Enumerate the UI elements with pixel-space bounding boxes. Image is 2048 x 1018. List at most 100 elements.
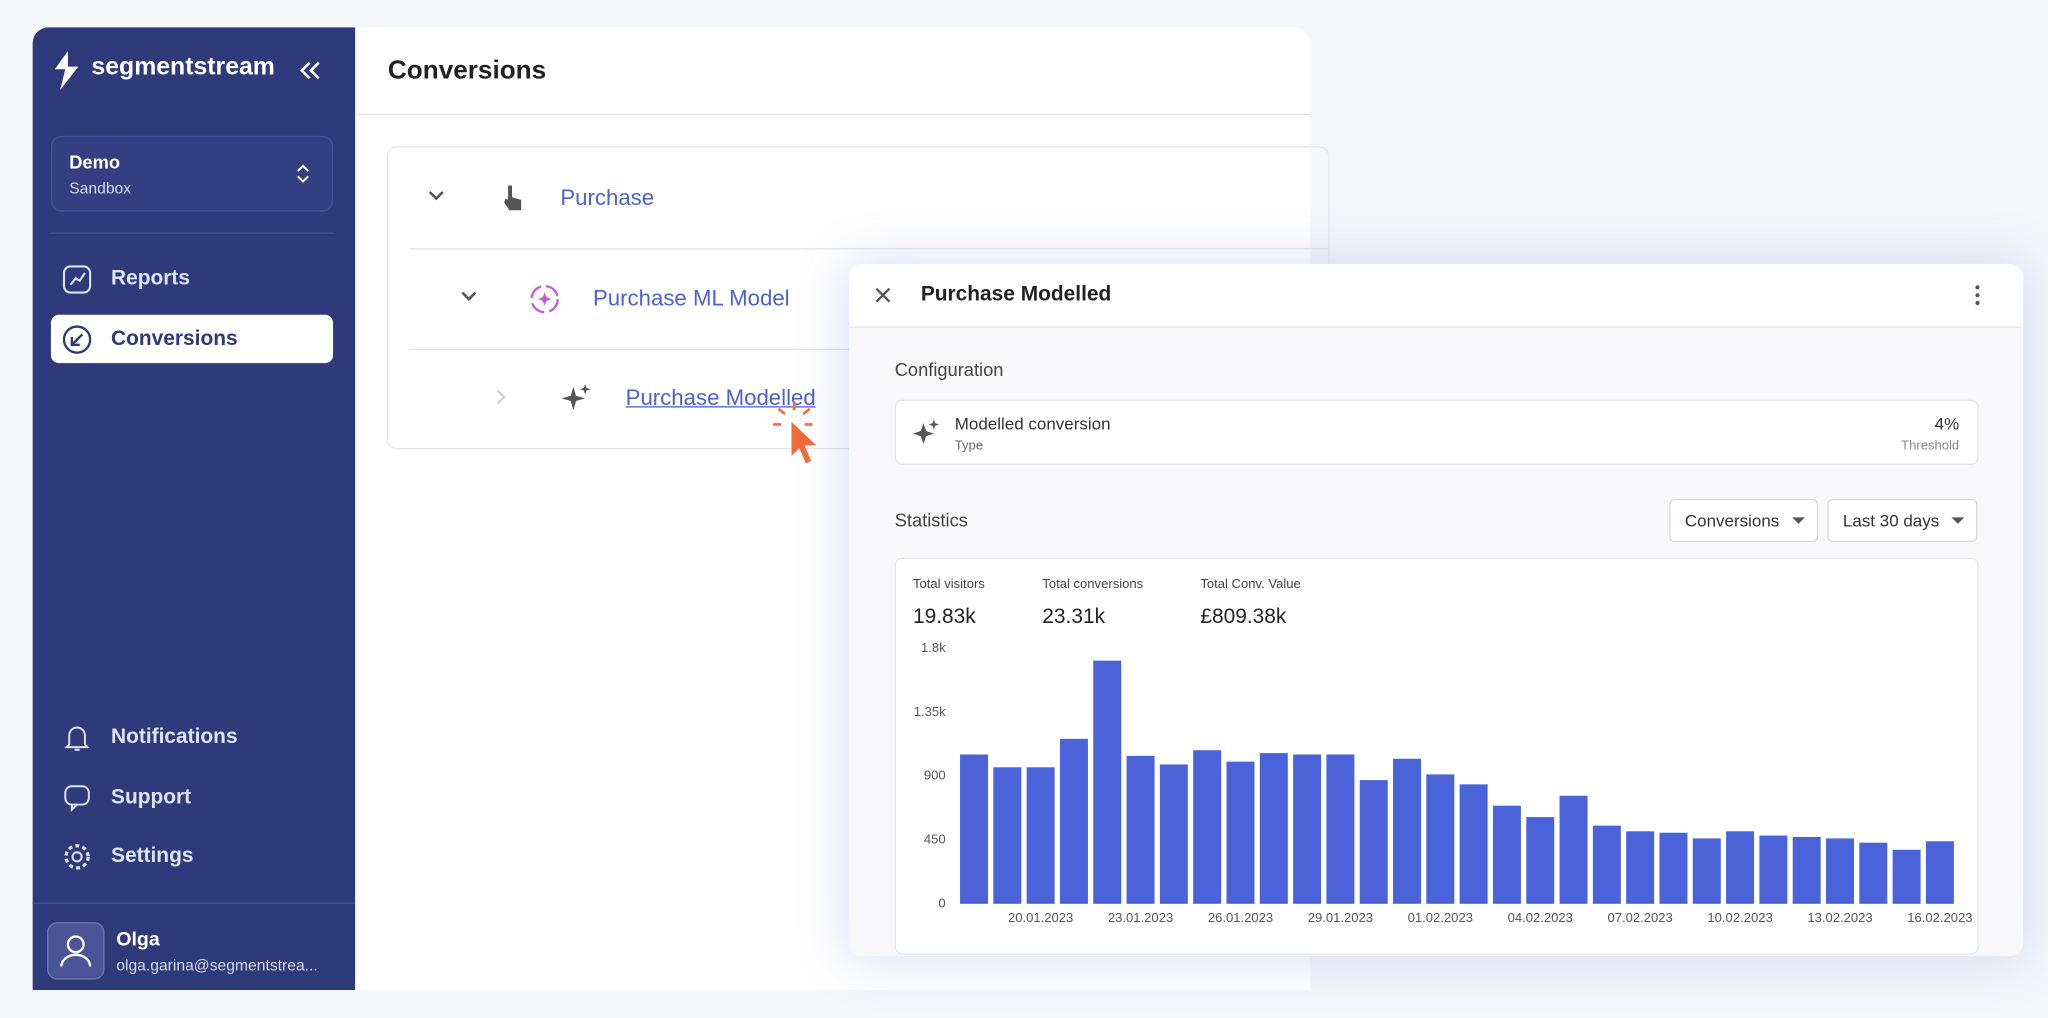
tree-item[interactable]: Purchase ML Model <box>592 286 790 311</box>
section-heading: Statistics <box>894 509 968 531</box>
icon <box>64 844 90 870</box>
collapse-button[interactable] <box>298 60 322 81</box>
bar <box>1193 750 1222 904</box>
workspace-env: Sandbox <box>69 178 132 198</box>
bar <box>1326 754 1355 904</box>
x-tick-label: 07.02.2023 <box>1608 910 1673 925</box>
x-tick-label: 23.01.2023 <box>1108 910 1173 925</box>
caret <box>1791 517 1806 524</box>
x-tick-label: 20.01.2023 <box>1008 910 1073 925</box>
x-tick-label: 01.02.2023 <box>1408 910 1473 925</box>
icon <box>62 265 92 294</box>
panel-header <box>848 263 2024 328</box>
nav-item[interactable]: Support <box>51 773 333 821</box>
x-tick-label: 26.01.2023 <box>1208 910 1273 925</box>
x-tick-label: 16.02.2023 <box>1907 910 1972 925</box>
config-type-label: Type <box>954 438 984 454</box>
bar <box>1393 758 1422 904</box>
bar <box>1592 825 1621 904</box>
y-tick-label: 450 <box>924 832 946 847</box>
chevron <box>297 164 309 183</box>
kpi-value: 19.83k <box>912 606 976 629</box>
icon <box>504 185 522 211</box>
workspace-switcher[interactable]: Demo Sandbox <box>50 135 334 212</box>
threshold-label: Threshold <box>1901 438 1960 454</box>
sidebar: segmentstream Demo Sandbox Reports Conve… <box>32 27 356 991</box>
tree-item[interactable]: Purchase <box>560 185 655 211</box>
icon <box>912 419 940 445</box>
nav-item[interactable]: Settings <box>51 832 333 880</box>
nav-item[interactable]: Reports <box>51 255 333 303</box>
tree-item[interactable]: Purchase Modelled <box>625 385 816 411</box>
icon <box>64 785 90 813</box>
nav-label: Conversions <box>111 327 238 351</box>
bar <box>1559 795 1588 904</box>
nav-label: Support <box>111 786 192 809</box>
nav-label: Notifications <box>111 726 238 749</box>
chevron[interactable] <box>427 189 445 202</box>
bar <box>1826 838 1854 904</box>
select-label: Conversions <box>1684 510 1780 531</box>
divider <box>50 232 334 234</box>
user-name: Olga <box>116 928 160 951</box>
divider <box>355 113 1311 115</box>
bar <box>1526 817 1555 904</box>
bar <box>1293 754 1322 904</box>
bar <box>960 754 989 904</box>
panel-title: Purchase Modelled <box>920 283 1112 306</box>
bar <box>1759 835 1788 904</box>
select-label: Last 30 days <box>1842 510 1940 531</box>
bar <box>1659 832 1688 904</box>
x-tick-label: 10.02.2023 <box>1707 910 1772 925</box>
x-tick-label: 13.02.2023 <box>1807 910 1872 925</box>
avatar[interactable] <box>47 922 105 980</box>
metric-select[interactable]: Conversions <box>1669 498 1819 543</box>
logo <box>54 50 79 91</box>
y-tick-label: 0 <box>938 896 945 911</box>
nav-label: Reports <box>111 267 190 290</box>
bar <box>1892 849 1921 904</box>
y-tick-label: 1.8k <box>921 640 946 655</box>
bar <box>1726 831 1755 904</box>
bar <box>1126 755 1155 904</box>
bar <box>1359 780 1388 904</box>
section-heading: Configuration <box>894 359 1004 381</box>
cursor <box>773 400 817 464</box>
icon <box>561 383 591 411</box>
chart: 0 450 900 1.35k 1.8k 20.01.2023 23.01.2023 26.0… <box>914 640 1973 925</box>
close-button[interactable] <box>874 286 892 304</box>
bar <box>1159 764 1188 904</box>
bar <box>1626 831 1655 904</box>
brand: segmentstream <box>91 53 275 81</box>
x-tick-label: 29.01.2023 <box>1308 910 1373 925</box>
config-card: Modelled conversion Type 4% Threshold <box>894 399 1979 465</box>
bar <box>993 767 1022 904</box>
bar <box>1925 841 1954 904</box>
chart-card: Total visitors 19.83k Total conversions … <box>894 557 1979 955</box>
bar <box>1093 660 1122 904</box>
nav-item-active[interactable]: Conversions <box>50 314 334 364</box>
bar <box>1026 767 1055 904</box>
kpi-value: 23.31k <box>1042 606 1106 629</box>
icon <box>530 284 559 314</box>
bar <box>1059 738 1088 904</box>
kpi-label: Total Conv. Value <box>1200 577 1301 592</box>
kpi-label: Total visitors <box>912 577 985 592</box>
bar <box>1692 838 1721 904</box>
nav-item[interactable]: Notifications <box>51 713 333 761</box>
detail-panel: Purchase Modelled Configuration Modelled… <box>848 263 2024 957</box>
bar <box>1492 805 1521 904</box>
y-tick-label: 1.35k <box>914 704 946 719</box>
icon <box>64 726 90 751</box>
chevron[interactable] <box>460 290 478 303</box>
divider <box>32 902 356 904</box>
period-select[interactable]: Last 30 days <box>1827 498 1978 543</box>
menu-button[interactable] <box>1972 283 1982 307</box>
x-tick-label: 04.02.2023 <box>1508 910 1573 925</box>
bar <box>1226 761 1255 904</box>
nav-label: Settings <box>111 845 194 868</box>
threshold-value: 4% <box>1934 414 1960 434</box>
user-email: olga.garina@segmentstrea... <box>116 956 318 975</box>
